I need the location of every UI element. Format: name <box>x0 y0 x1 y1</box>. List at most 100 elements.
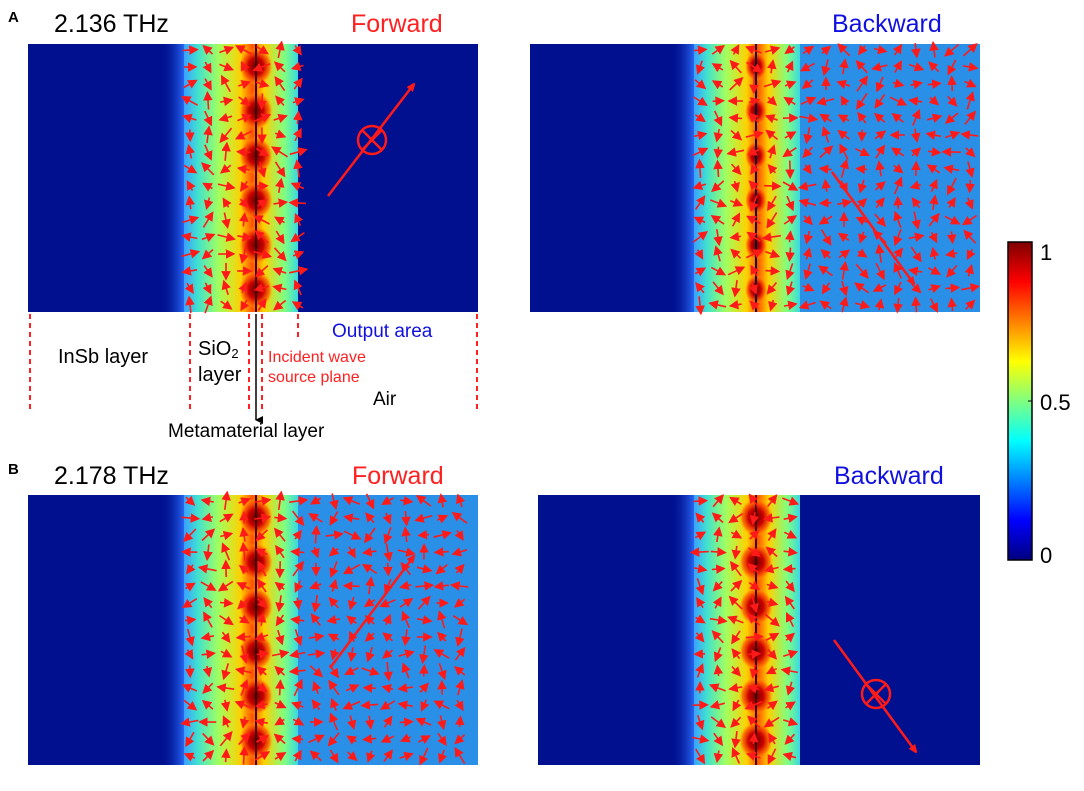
field-vector-arrow <box>202 682 214 694</box>
field-vector-arrow <box>837 232 850 243</box>
field-vector-arrow <box>289 266 309 276</box>
field-vector-arrow <box>963 229 977 244</box>
field-vector-arrow <box>254 230 269 244</box>
field-vector-arrow <box>202 732 215 746</box>
field-vector-arrow <box>928 178 938 193</box>
field-vector-arrow <box>729 231 742 242</box>
field-vector-arrow <box>379 598 396 608</box>
field-vector-arrow <box>731 163 742 176</box>
field-vector-arrow <box>946 264 958 278</box>
field-vector-arrow <box>288 666 306 676</box>
field-vector-arrow <box>747 563 760 575</box>
field-vector-arrow <box>926 164 941 174</box>
field-vector-arrow <box>709 700 726 710</box>
field-vector-arrow <box>254 113 272 123</box>
field-vector-arrow <box>873 44 888 55</box>
field-vector-arrow <box>202 211 214 228</box>
panel-a-forward <box>28 40 478 314</box>
field-vector-arrow <box>693 216 706 226</box>
field-vector-arrow <box>273 61 286 73</box>
field-vector-arrow <box>944 43 960 57</box>
field-vector-arrow <box>785 263 795 281</box>
field-vector-arrow <box>712 494 724 508</box>
field-vector-arrow <box>712 281 724 296</box>
field-vector-arrow <box>419 747 429 766</box>
field-vector-arrow <box>875 243 885 263</box>
field-vector-arrow <box>240 60 250 73</box>
field-vector-arrow <box>344 666 359 675</box>
field-vector-arrow <box>766 144 777 159</box>
field-vector-arrow <box>235 45 252 55</box>
panel-a-forward-polarization-icon <box>356 124 388 156</box>
field-vector-arrow <box>290 61 304 71</box>
field-vector-arrow <box>694 267 707 277</box>
colorbar-mid-label: 0.5 <box>1040 390 1071 415</box>
field-vector-arrow <box>455 628 465 648</box>
field-vector-arrow <box>749 300 760 311</box>
field-vector-arrow <box>416 615 433 625</box>
field-vector-arrow <box>342 564 361 575</box>
field-vector-arrow <box>708 300 727 310</box>
field-vector-arrow <box>273 247 287 262</box>
field-vector-arrow <box>708 683 726 693</box>
field-vector-arrow <box>433 530 452 540</box>
field-vector-arrow <box>713 229 723 247</box>
field-vector-arrow <box>433 700 450 710</box>
field-vector-arrow <box>763 716 780 728</box>
field-vector-arrow <box>744 700 763 710</box>
field-vector-arrow <box>747 146 760 156</box>
field-vector-arrow <box>839 260 849 280</box>
panel-b-backward-vector-field <box>689 493 800 765</box>
field-vector-arrow <box>236 164 250 175</box>
field-vector-arrow <box>766 700 778 711</box>
field-vector-arrow <box>399 733 411 743</box>
field-vector-arrow <box>308 734 325 744</box>
field-vector-arrow <box>453 665 466 676</box>
field-vector-arrow <box>254 513 272 523</box>
field-vector-arrow <box>821 282 832 295</box>
panel-a-frequency: 2.136 THz <box>54 10 169 38</box>
field-vector-arrow <box>748 97 761 107</box>
field-vector-arrow <box>275 490 285 511</box>
field-vector-arrow <box>186 180 196 191</box>
field-vector-arrow <box>183 752 196 762</box>
field-vector-arrow <box>275 40 285 59</box>
field-vector-arrow <box>767 648 778 660</box>
field-vector-arrow <box>256 666 267 676</box>
field-vector-arrow <box>437 749 448 764</box>
field-vector-arrow <box>749 594 759 614</box>
field-vector-arrow <box>217 181 236 191</box>
field-vector-arrow <box>253 215 270 225</box>
field-vector-arrow <box>748 112 760 123</box>
field-vector-arrow <box>399 597 414 608</box>
field-vector-arrow <box>291 510 305 527</box>
panel-b-backward-edge-glow <box>670 495 694 765</box>
field-vector-arrow <box>819 113 832 123</box>
field-vector-arrow <box>325 530 344 540</box>
field-vector-arrow <box>220 300 233 310</box>
field-vector-arrow <box>962 62 979 72</box>
panel-b-forward-edge-glow <box>160 495 184 765</box>
field-vector-arrow <box>713 159 723 177</box>
field-vector-arrow <box>765 665 778 675</box>
field-vector-arrow <box>748 493 760 508</box>
field-vector-arrow <box>785 681 796 696</box>
field-vector-arrow <box>219 45 235 55</box>
field-vector-arrow <box>694 112 706 123</box>
field-vector-arrow <box>202 282 212 295</box>
field-vector-arrow <box>220 631 231 644</box>
field-vector-arrow <box>713 664 724 677</box>
field-vector-arrow <box>365 576 375 595</box>
incident-wave-label: Incident wave <box>268 349 366 366</box>
field-vector-arrow <box>414 513 433 523</box>
field-vector-arrow <box>695 60 705 75</box>
field-vector-arrow <box>312 680 322 694</box>
panel-b-forward <box>28 490 478 766</box>
field-vector-arrow <box>837 114 850 124</box>
colorbar-max-label: 1 <box>1040 240 1052 265</box>
metamaterial-layer-label: Metamaterial layer <box>168 421 325 442</box>
field-vector-arrow <box>184 495 196 506</box>
field-vector-arrow <box>240 299 250 312</box>
field-vector-arrow <box>749 664 760 679</box>
field-vector-arrow <box>220 74 232 93</box>
